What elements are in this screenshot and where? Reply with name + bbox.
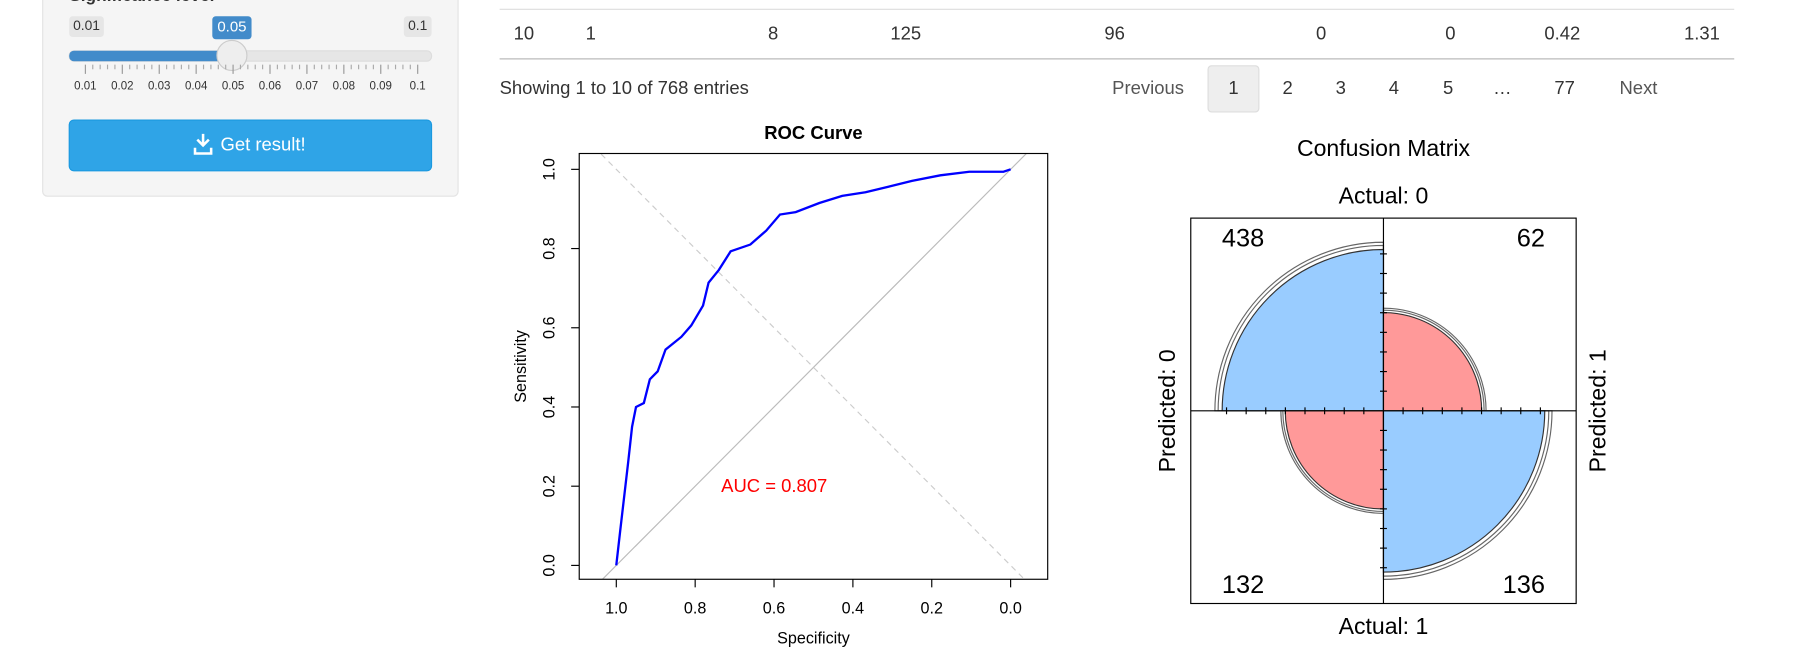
slider-tick-label: 0.05 bbox=[222, 81, 244, 93]
cell-count: 136 bbox=[1503, 571, 1545, 599]
table-cell: 1 bbox=[586, 23, 596, 44]
chance-line bbox=[601, 153, 1028, 580]
slider-tick-label: 0.1 bbox=[410, 81, 426, 93]
page-link[interactable]: 4 bbox=[1389, 77, 1399, 98]
plot-box bbox=[578, 152, 1049, 580]
page-link[interactable]: 2 bbox=[1283, 77, 1293, 98]
badge bbox=[212, 16, 252, 40]
y-tick-label: 0.8 bbox=[541, 237, 559, 259]
confidence-ring bbox=[1382, 410, 1553, 580]
col-label: Predicted: 0 bbox=[1154, 349, 1180, 472]
pagination: Previous 1 2 3 4 5 … 77 Next bbox=[1112, 77, 1657, 98]
button-label: Get result! bbox=[221, 133, 306, 154]
page-current bbox=[1207, 65, 1260, 113]
row-label: Actual: 0 bbox=[1339, 182, 1429, 208]
chart-title: ROC Curve bbox=[764, 122, 862, 143]
badge bbox=[403, 16, 432, 37]
table-cell: 1.31 bbox=[1684, 23, 1720, 44]
cell-quadrant bbox=[1382, 410, 1546, 573]
cell-quadrant bbox=[1284, 410, 1385, 510]
slider-label: Significance level bbox=[69, 0, 214, 5]
slider-ticks: 0.01 0.02 0.03 0.04 0.05 0.06 0.07 0.08 0.09 0.1 bbox=[74, 64, 426, 93]
y-tick-label: 0.6 bbox=[541, 317, 559, 339]
x-axis-label: Specificity bbox=[777, 630, 851, 648]
y-axis-label: Sensitivity bbox=[512, 329, 530, 403]
table-row: 10 1 8 125 96 0 0 0.42 1.31 bbox=[514, 23, 1720, 44]
x-tick-label: 0.4 bbox=[842, 600, 864, 618]
slider-tick-label: 0.03 bbox=[148, 81, 170, 93]
cell-count: 438 bbox=[1222, 225, 1264, 253]
table-cell: 0 bbox=[1316, 23, 1326, 44]
page-link[interactable]: Next bbox=[1619, 77, 1657, 98]
page-link[interactable]: 77 bbox=[1554, 77, 1575, 98]
y-tick-label: 0.4 bbox=[541, 396, 559, 418]
slider-tick-label: 0.09 bbox=[370, 81, 392, 93]
y-tick-label: 0.2 bbox=[541, 475, 559, 497]
get-result-button[interactable] bbox=[68, 119, 433, 172]
page-link[interactable]: 3 bbox=[1336, 77, 1346, 98]
x-tick-label: 0.2 bbox=[921, 600, 943, 618]
col-label: Predicted: 1 bbox=[1584, 349, 1610, 472]
table-cell: 125 bbox=[890, 23, 921, 44]
roc-chart: ROC Curve Specificity Sensitivity 1.0 0.8 0.6… bbox=[512, 122, 1049, 648]
confidence-ring bbox=[1382, 307, 1487, 412]
roc-curve bbox=[615, 168, 1012, 566]
slider-tick-label: 0.07 bbox=[296, 81, 318, 93]
confusion-matrix: Confusion Matrix Actual: 0 Actual: 1 Predic… bbox=[1154, 135, 1610, 639]
cell-count: 132 bbox=[1222, 571, 1264, 599]
slider-tick-label: 0.08 bbox=[333, 81, 355, 93]
slider-tick-label: 0.01 bbox=[74, 81, 96, 93]
table-cell: 0 bbox=[1445, 23, 1455, 44]
slider-min: 0.01 bbox=[73, 17, 100, 33]
cell-quadrant bbox=[1382, 312, 1483, 412]
slider-tick-label: 0.04 bbox=[185, 81, 208, 93]
slider-handle[interactable] bbox=[216, 39, 248, 71]
confidence-ring bbox=[1214, 241, 1385, 412]
slider-fill bbox=[69, 50, 232, 62]
x-tick-label: 1.0 bbox=[605, 600, 627, 618]
confidence-ring bbox=[1280, 410, 1385, 515]
x-tick-label: 0.6 bbox=[763, 600, 785, 618]
page-link[interactable]: 5 bbox=[1443, 77, 1453, 98]
chart-title: Confusion Matrix bbox=[1297, 135, 1471, 161]
annotation: AUC = 0.807 bbox=[721, 475, 827, 496]
x-tick-label: 0.0 bbox=[999, 600, 1021, 618]
table-cell: 96 bbox=[1104, 23, 1125, 44]
download-icon bbox=[193, 133, 213, 155]
slider-tick-label: 0.06 bbox=[259, 81, 281, 93]
row-label: Actual: 1 bbox=[1339, 613, 1429, 639]
page-link[interactable]: Previous bbox=[1112, 77, 1184, 98]
confidence-ring bbox=[1282, 410, 1385, 513]
table-info: Showing 1 to 10 of 768 entries bbox=[500, 77, 749, 98]
confidence-ring bbox=[1382, 410, 1550, 577]
diagonal-line bbox=[599, 153, 1026, 580]
table-cell: 10 bbox=[514, 23, 535, 44]
table-cell: 8 bbox=[768, 23, 778, 44]
confidence-ring bbox=[1217, 244, 1385, 412]
slider-tick-label: 0.02 bbox=[111, 81, 133, 93]
confidence-ring bbox=[1382, 309, 1485, 412]
page-link: … bbox=[1493, 77, 1511, 98]
page-link[interactable]: 1 bbox=[1228, 77, 1238, 98]
table-cell: 0.42 bbox=[1544, 23, 1580, 44]
cell-count: 62 bbox=[1517, 225, 1545, 253]
y-tick-label: 0.0 bbox=[541, 554, 559, 576]
cell-quadrant bbox=[1221, 248, 1385, 412]
badge bbox=[69, 16, 104, 37]
y-tick-label: 1.0 bbox=[541, 158, 559, 180]
x-tick-label: 0.8 bbox=[684, 600, 706, 618]
slider-value: 0.05 bbox=[217, 19, 246, 36]
slider-max: 0.1 bbox=[408, 17, 428, 33]
